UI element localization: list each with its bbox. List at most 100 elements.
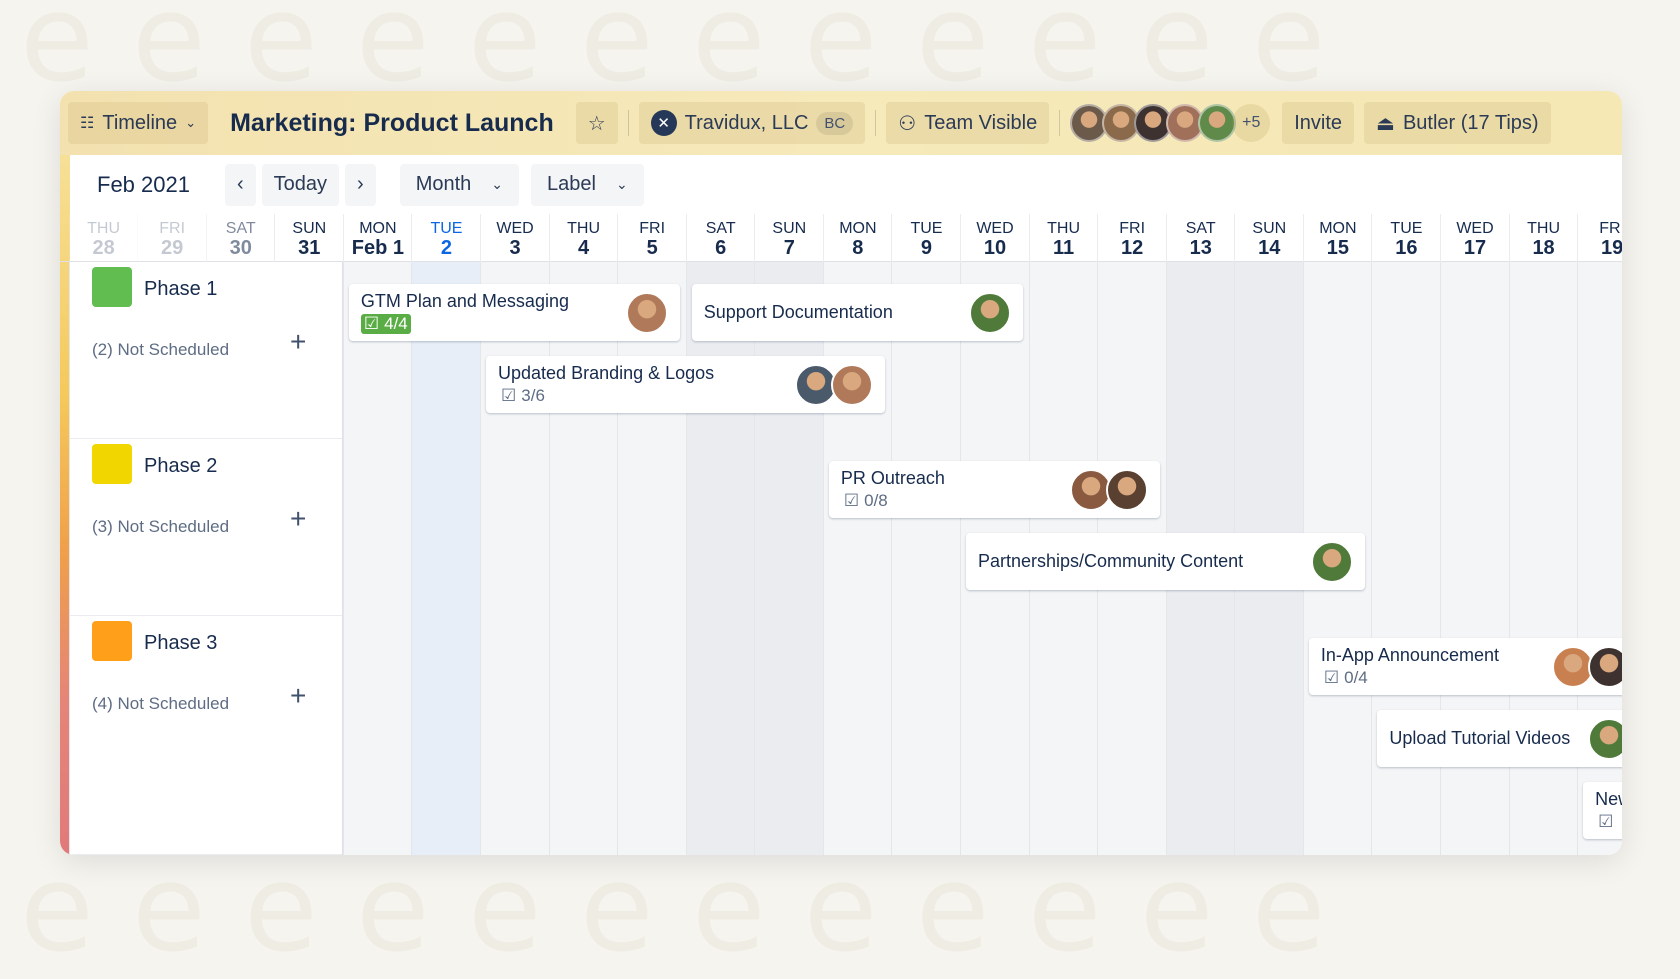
day-of-week: WED xyxy=(1456,220,1494,237)
date-column-header: FRI 12 xyxy=(1097,214,1166,262)
card-title: Partnerships/Community Content xyxy=(978,551,1244,571)
not-scheduled-link[interactable]: (2) Not Scheduled xyxy=(92,340,230,359)
more-members-badge[interactable]: +5 xyxy=(1232,104,1271,142)
not-scheduled-link[interactable]: (3) Not Scheduled xyxy=(92,517,230,536)
card-content: Support Documentation xyxy=(704,302,975,323)
workspace-badge: BC xyxy=(816,111,854,135)
avatar[interactable] xyxy=(1587,717,1622,760)
timeline-card[interactable]: New ☑ xyxy=(1583,782,1622,839)
today-button[interactable]: Today xyxy=(261,163,340,206)
day-number: 13 xyxy=(1189,237,1212,259)
day-number: Feb 1 xyxy=(351,237,404,259)
add-card-button[interactable]: + xyxy=(290,680,307,711)
avatar[interactable] xyxy=(1311,540,1354,583)
background-pattern: e e e e e e e e e e e e xyxy=(20,840,1326,979)
date-column-header: WED 17 xyxy=(1440,214,1509,262)
day-of-week: FRI xyxy=(639,220,666,237)
card-content: Updated Branding & Logos ☑ 3/6 xyxy=(498,363,801,406)
timeline-card[interactable]: Updated Branding & Logos ☑ 3/6 xyxy=(486,356,886,413)
day-column xyxy=(685,262,755,855)
day-column xyxy=(617,262,687,855)
divider xyxy=(875,110,877,136)
timeline-card[interactable]: Upload Tutorial Videos xyxy=(1377,710,1622,767)
next-button[interactable]: › xyxy=(345,163,376,206)
day-number: 4 xyxy=(578,237,590,259)
day-number: 6 xyxy=(715,237,727,259)
avatar[interactable] xyxy=(1166,104,1205,142)
group-name[interactable]: Phase 2 xyxy=(144,455,218,477)
avatar[interactable] xyxy=(1198,104,1237,142)
range-select[interactable]: Month ⌄ xyxy=(399,163,520,206)
card-content: Upload Tutorial Videos xyxy=(1389,728,1594,749)
timeline-card[interactable]: GTM Plan and Messaging ☑ 4/4 xyxy=(348,284,680,341)
avatar[interactable] xyxy=(625,291,668,334)
card-members xyxy=(625,291,668,334)
prev-button[interactable]: ‹ xyxy=(224,163,256,206)
invite-button[interactable]: Invite xyxy=(1282,102,1355,144)
date-column-header: WED 3 xyxy=(480,214,549,262)
avatar[interactable] xyxy=(795,363,838,406)
group-name[interactable]: Phase 3 xyxy=(144,632,218,654)
day-number: 9 xyxy=(920,237,932,259)
view-switcher-button[interactable]: ☷ Timeline ⌄ xyxy=(68,102,209,144)
day-number: 31 xyxy=(298,237,321,259)
chevron-down-icon: ⌄ xyxy=(491,176,504,192)
day-of-week: TUE xyxy=(1390,220,1423,237)
date-column-header: WED 10 xyxy=(960,214,1029,262)
group-name[interactable]: Phase 1 xyxy=(144,278,218,300)
avatar[interactable] xyxy=(1105,468,1148,511)
date-column-header: THU 28 xyxy=(68,214,138,262)
workspace-button[interactable]: ✕ Travidux, LLC BC xyxy=(638,102,866,144)
chevron-right-icon: › xyxy=(357,173,364,195)
card-content: New ☑ xyxy=(1595,789,1622,832)
checklist-badge: ☑ 3/6 xyxy=(498,386,548,406)
day-number: 12 xyxy=(1121,237,1144,259)
day-column xyxy=(548,262,618,855)
checklist-count: 0/4 xyxy=(1344,668,1368,687)
date-column-header: SAT 13 xyxy=(1165,214,1235,262)
day-number: 7 xyxy=(783,237,795,259)
date-column-header: SAT 30 xyxy=(205,214,275,262)
avatar[interactable] xyxy=(968,291,1011,334)
date-header: THU 28 FRI 29 SAT 30 SUN 31 MON Feb 1 TUE 2 WED 3 THU 4… xyxy=(60,214,1622,262)
day-of-week: SUN xyxy=(772,220,807,237)
date-column-header: SUN 31 xyxy=(274,214,343,262)
day-of-week: THU xyxy=(567,220,601,237)
avatar[interactable] xyxy=(831,363,874,406)
day-number: 11 xyxy=(1053,237,1075,259)
group-color-swatch xyxy=(92,621,132,661)
card-title: Upload Tutorial Videos xyxy=(1389,728,1571,748)
board-title[interactable]: Marketing: Product Launch xyxy=(230,108,554,137)
day-of-week: FRI xyxy=(1119,220,1146,237)
add-card-button[interactable]: + xyxy=(290,503,307,534)
timeline-card[interactable]: PR Outreach ☑ 0/8 xyxy=(828,461,1160,518)
visibility-button[interactable]: ⚇ Team Visible xyxy=(886,102,1050,144)
card-content: Partnerships/Community Content xyxy=(978,551,1317,572)
timeline-toolbar: Feb 2021 ‹ Today › Month ⌄ Label ⌄ xyxy=(70,155,1622,214)
board-members[interactable]: +5 xyxy=(1070,104,1271,142)
timeline-card[interactable]: Support Documentation xyxy=(691,284,1023,341)
avatar[interactable] xyxy=(1102,104,1141,142)
add-card-button[interactable]: + xyxy=(290,326,307,357)
timeline-card[interactable]: Partnerships/Community Content xyxy=(966,533,1366,590)
timeline-card[interactable]: In-App Announcement ☑ 0/4 xyxy=(1308,638,1622,695)
day-column xyxy=(411,262,481,855)
checklist-icon: ☑ xyxy=(843,491,860,510)
not-scheduled-link[interactable]: (4) Not Scheduled xyxy=(92,694,230,713)
butler-button[interactable]: ⏏ Butler (17 Tips) xyxy=(1364,102,1551,144)
card-content: GTM Plan and Messaging ☑ 4/4 xyxy=(360,291,632,334)
day-of-week: THU xyxy=(87,220,121,237)
checklist-badge: ☑ 0/4 xyxy=(1321,668,1371,688)
avatar[interactable] xyxy=(1551,645,1594,688)
group-1: Phase 1 (2) Not Scheduled + xyxy=(70,262,342,439)
group-by-select[interactable]: Label ⌄ xyxy=(531,163,644,206)
star-button[interactable]: ☆ xyxy=(575,102,618,144)
day-column xyxy=(891,262,961,855)
avatar[interactable] xyxy=(1070,104,1109,142)
card-members xyxy=(1069,468,1148,511)
avatar[interactable] xyxy=(1587,645,1622,688)
chevron-down-icon: ⌄ xyxy=(615,176,628,192)
day-column xyxy=(754,262,824,855)
background-pattern: e e e e e e e e e e e e xyxy=(20,0,1326,109)
date-column-header: MON 15 xyxy=(1302,214,1372,262)
